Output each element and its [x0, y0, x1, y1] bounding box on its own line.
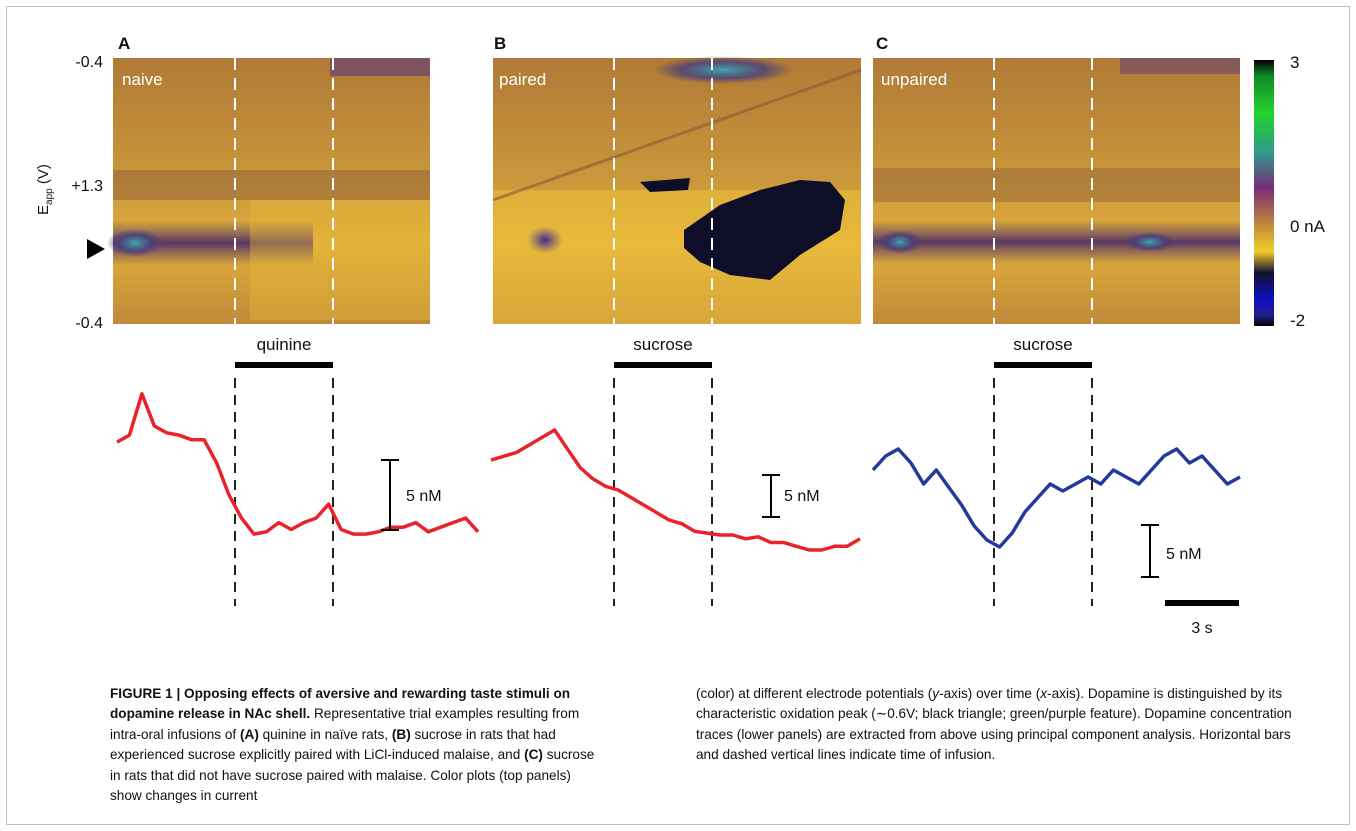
scale-bar-conc-c — [1141, 524, 1159, 578]
figure-frame — [6, 6, 1350, 825]
infusion-label-c: sucrose — [1013, 335, 1073, 354]
scale-bar-conc-a — [381, 459, 399, 531]
caption-right-p2: -axis) over time ( — [939, 686, 1041, 701]
caption-right-p1: (color) at different electrode potential… — [696, 686, 933, 701]
caption-right-y: y — [932, 686, 940, 701]
caption-right-p3: -axis). Dopamine is distinguished by its… — [696, 686, 1292, 763]
y-tick-bottom: -0.4 — [75, 315, 103, 332]
caption-right-column: (color) at different electrode potential… — [696, 684, 1316, 766]
scale-label-conc-b: 5 nM — [784, 488, 820, 505]
color-plot-c: unpaired — [873, 58, 1240, 324]
condition-label-b: paired — [499, 70, 546, 89]
infusion-bar-c — [994, 362, 1092, 368]
scale-label-time: 3 s — [1191, 620, 1212, 637]
figure-graphics: A naive quinine B paired sucrose C — [35, 34, 1326, 637]
caption-left-column: FIGURE 1 | Opposing effects of aversive … — [110, 684, 602, 806]
infusion-label-a: quinine — [257, 335, 312, 354]
caption-c-ref: (C) — [524, 747, 543, 763]
scale-label-conc-a: 5 nM — [406, 488, 442, 505]
scale-label-conc-c: 5 nM — [1166, 546, 1202, 563]
trace-c — [871, 447, 1241, 549]
trace-a — [116, 392, 480, 536]
concentration-traces — [116, 392, 1241, 552]
caption-title: FIGURE 1 | Opposing effects of aversive … — [110, 686, 571, 722]
infusion-bar-a — [235, 362, 333, 368]
colorbar-zero-label: 0 nA — [1290, 217, 1326, 236]
infusion-bar-b — [614, 362, 712, 368]
color-plot-b: paired — [492, 56, 862, 324]
panel-letter-b: B — [494, 34, 506, 53]
oxidation-peak-triangle-icon — [87, 239, 105, 259]
caption-b-ref: (B) — [391, 726, 411, 742]
y-axis-label-unit: (V) — [35, 164, 52, 188]
caption-seg4: sucrose in rats that did not have sucros… — [110, 747, 595, 804]
y-axis-label-main: E — [35, 205, 52, 215]
colorbar-min-label: -2 — [1290, 311, 1305, 330]
trace-b — [490, 428, 861, 552]
caption-seg1: Representative trial examples resulting … — [110, 706, 580, 742]
infusion-label-b: sucrose — [633, 335, 693, 354]
panel-letter-a: A — [118, 34, 130, 53]
colorbar-max-label: 3 — [1290, 53, 1299, 72]
y-tick-mid: +1.3 — [71, 178, 103, 195]
scale-bar-conc-b — [762, 474, 780, 518]
caption-a-ref: (A) — [239, 726, 259, 742]
y-axis-label-sub: app — [44, 188, 55, 205]
colorbar — [1254, 60, 1274, 326]
color-plot-a: naive — [107, 58, 430, 324]
caption-seg3: sucrose in rats that had experienced suc… — [110, 726, 556, 763]
y-axis-label: Eapp (V) — [35, 164, 55, 215]
y-tick-top: -0.4 — [75, 54, 103, 71]
scale-bar-time — [1165, 600, 1239, 606]
caption-right-x: x — [1040, 686, 1048, 701]
caption-seg2: quinine in naïve rats, — [258, 726, 392, 742]
panel-letter-c: C — [876, 34, 888, 53]
condition-label-a: naive — [122, 70, 163, 89]
condition-label-c: unpaired — [881, 70, 947, 89]
